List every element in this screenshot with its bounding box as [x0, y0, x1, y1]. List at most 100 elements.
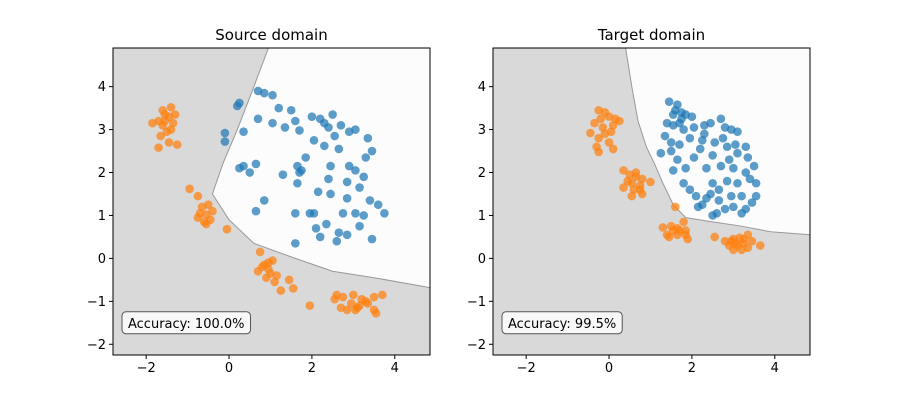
- source-point-class1: [208, 206, 217, 216]
- source-point-class0: [295, 126, 304, 135]
- target-point-class1: [600, 129, 610, 139]
- source-point-class0: [291, 239, 300, 248]
- target-point-class1: [747, 236, 757, 246]
- target-point-class1: [679, 217, 688, 227]
- target-point-class1: [662, 230, 672, 240]
- target-point-class0: [708, 178, 717, 188]
- source-point-class0: [342, 193, 352, 203]
- target-chart-title: Target domain: [597, 26, 705, 44]
- source-point-class0: [355, 221, 364, 231]
- source-point-class0: [259, 88, 269, 98]
- source-frame: [112, 47, 431, 356]
- source-decision-boundary: [211, 48, 430, 289]
- source-point-class1: [262, 273, 271, 283]
- source-point-class0: [324, 123, 333, 132]
- target-point-class0: [668, 166, 678, 175]
- source-point-class0: [361, 153, 371, 162]
- target-point-class1: [631, 168, 641, 177]
- target-point-class1: [658, 223, 668, 232]
- target-point-class0: [675, 140, 684, 149]
- target-point-class0: [706, 118, 715, 128]
- target-point-class0: [722, 142, 732, 152]
- target-point-class0: [702, 163, 711, 173]
- target-point-class0: [751, 178, 761, 188]
- target-point-class0: [687, 112, 697, 121]
- source-point-class0: [322, 219, 331, 229]
- target-point-class1: [731, 239, 740, 248]
- target-point-class0: [716, 114, 726, 124]
- source-point-class1: [164, 138, 174, 147]
- target-frame: [492, 47, 811, 356]
- target-point-class1: [671, 202, 680, 212]
- source-point-class1: [222, 224, 232, 234]
- source-point-class0: [330, 131, 339, 141]
- source-point-class0: [344, 161, 354, 171]
- target-point-class0: [749, 161, 759, 171]
- source-point-class0: [313, 187, 323, 197]
- target-point-class0: [664, 97, 674, 106]
- target-xtick-label: 4: [771, 361, 779, 376]
- target-point-class0: [666, 146, 676, 156]
- source-point-class1: [353, 303, 362, 313]
- target-panel: −2 0 2 4 −2 −1 0 1 2 3 4 Target domain Accuracy: 99.…: [467, 26, 811, 376]
- source-point-class0: [363, 133, 373, 143]
- target-point-class0: [666, 138, 676, 147]
- target-point-class0: [708, 151, 717, 160]
- target-point-class1: [604, 138, 614, 147]
- source-accuracy-label: Accuracy: 100.0%: [128, 317, 245, 332]
- source-point-class0: [351, 209, 360, 218]
- target-xtick-label: 0: [605, 361, 613, 376]
- source-point-class0: [253, 114, 263, 124]
- source-point-class0: [311, 224, 321, 233]
- source-point-class1: [160, 116, 170, 126]
- target-point-class1: [681, 230, 690, 240]
- source-point-class0: [334, 228, 344, 237]
- target-point-class0: [733, 148, 742, 158]
- source-point-class0: [293, 178, 302, 188]
- source-point-class1: [371, 309, 381, 318]
- source-point-class1: [369, 292, 379, 302]
- target-point-class0: [720, 204, 730, 214]
- target-point-class0: [751, 191, 761, 201]
- source-point-class1: [193, 191, 203, 201]
- target-point-class0: [747, 198, 757, 207]
- target-xtick-label: 2: [688, 361, 696, 376]
- target-point-class0: [737, 209, 746, 218]
- target-point-class1: [668, 226, 678, 235]
- source-point-class1: [288, 284, 298, 293]
- source-point-class0: [342, 230, 352, 240]
- source-point-class0: [220, 128, 230, 138]
- source-point-class0: [274, 103, 284, 113]
- source-point-class0: [320, 141, 329, 151]
- source-point-class0: [380, 209, 389, 218]
- source-point-class0: [351, 125, 360, 134]
- source-xtick-label: 2: [308, 361, 316, 376]
- source-ytick-label: −2: [87, 338, 106, 353]
- target-point-class1: [619, 183, 628, 192]
- target-point-class1: [737, 245, 746, 255]
- target-point-class1: [646, 177, 655, 187]
- target-accuracy-label: Accuracy: 99.5%: [508, 317, 616, 332]
- target-point-class0: [733, 127, 742, 137]
- source-point-class1: [361, 297, 371, 306]
- source-point-class1: [204, 200, 213, 210]
- source-point-class0: [259, 196, 269, 205]
- target-point-class0: [700, 129, 709, 139]
- source-point-class0: [367, 234, 377, 244]
- source-point-class1: [378, 290, 387, 300]
- target-point-class0: [714, 196, 724, 205]
- target-ytick-label: 2: [478, 166, 486, 181]
- source-point-class0: [251, 159, 261, 169]
- source-point-class1: [305, 301, 315, 310]
- target-point-class1: [596, 114, 606, 124]
- target-point-class0: [689, 123, 699, 132]
- target-region-class1: [493, 48, 810, 355]
- source-point-class1: [264, 258, 273, 267]
- source-ytick-label: 1: [98, 209, 106, 224]
- source-point-class1: [346, 299, 356, 308]
- source-point-class0: [235, 163, 244, 173]
- target-point-class0: [677, 114, 686, 124]
- source-point-class1: [185, 184, 194, 194]
- source-point-class0: [251, 206, 261, 216]
- source-point-class0: [351, 166, 360, 175]
